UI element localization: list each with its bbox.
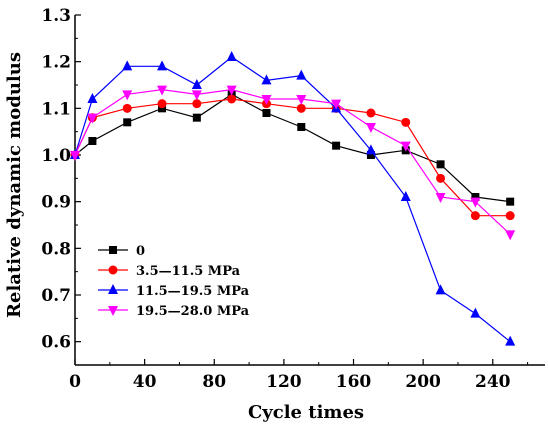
data-point <box>470 307 481 318</box>
data-point <box>505 230 516 241</box>
data-point <box>191 90 202 101</box>
data-point <box>88 137 97 145</box>
legend-label: 19.5—28.0 MPa <box>136 304 250 319</box>
x-tick-label: 160 <box>336 372 372 392</box>
y-tick-label: 1.2 <box>41 53 71 73</box>
data-point <box>365 144 376 155</box>
y-tick-label: 0.8 <box>41 239 71 259</box>
data-point <box>226 51 237 61</box>
data-point <box>192 113 201 122</box>
data-point <box>108 306 118 316</box>
series-group <box>70 51 516 346</box>
data-point <box>87 113 98 124</box>
data-point <box>122 60 133 71</box>
data-point <box>400 191 411 201</box>
data-point <box>191 79 202 89</box>
x-tick-label: 40 <box>133 372 157 392</box>
data-point <box>157 60 168 71</box>
data-point <box>109 246 117 254</box>
x-axis-title: Cycle times <box>248 402 364 423</box>
data-point <box>123 118 132 127</box>
x-tick-label: 200 <box>405 372 441 392</box>
data-point <box>505 211 515 221</box>
y-tick-label: 0.7 <box>41 286 71 306</box>
y-tick-label: 1.1 <box>41 99 71 119</box>
data-point <box>365 123 376 133</box>
data-point <box>261 95 272 105</box>
legend: 0 3.5—11.5 MPa 11.5—19.5 MPa 19.5—28.0 MPa <box>98 244 250 319</box>
data-point <box>401 117 411 127</box>
series-line <box>74 56 511 343</box>
data-point <box>400 141 411 152</box>
data-point <box>470 211 480 221</box>
data-point <box>157 99 167 109</box>
data-point <box>366 108 376 118</box>
x-tick-label: 240 <box>475 372 511 392</box>
legend-item-1: 3.5—11.5 MPa <box>98 264 241 279</box>
data-point <box>366 151 375 159</box>
data-point <box>436 160 445 169</box>
data-point <box>435 193 446 203</box>
legend-item-3: 19.5—28.0 MPa <box>98 304 250 319</box>
data-point <box>226 85 237 96</box>
data-point <box>157 85 168 96</box>
legend-item-0: 0 <box>98 244 145 259</box>
y-tick-label: 0.9 <box>41 193 71 213</box>
data-point <box>262 109 271 117</box>
series-3 <box>70 85 516 241</box>
series-line <box>74 89 511 235</box>
legend-label: 3.5—11.5 MPa <box>136 264 241 279</box>
data-point <box>471 193 480 201</box>
axes: 0 40 80 120 160 200 240 0.6 0.7 0.8 0.9 1.0 1.1 1.2 1.… <box>41 6 545 392</box>
y-tick-label: 1.3 <box>41 6 71 26</box>
data-point <box>70 151 80 161</box>
x-tick-label: 80 <box>202 372 226 392</box>
data-point <box>506 197 515 206</box>
data-point <box>261 74 272 85</box>
data-point <box>332 141 341 150</box>
x-tick-label: 120 <box>266 372 302 392</box>
data-point <box>108 284 118 294</box>
data-point <box>87 93 98 103</box>
data-point <box>296 69 307 80</box>
data-point <box>108 265 118 275</box>
data-point <box>227 94 237 104</box>
data-point <box>331 99 342 110</box>
data-point <box>470 197 481 208</box>
data-point <box>435 284 446 295</box>
data-point <box>296 103 306 113</box>
legend-item-2: 11.5—19.5 MPa <box>98 284 250 299</box>
data-point <box>436 173 446 183</box>
y-tick-label: 0.6 <box>41 333 71 353</box>
data-point <box>192 99 202 109</box>
legend-label: 11.5—19.5 MPa <box>136 284 250 299</box>
data-point <box>158 104 167 113</box>
legend-label: 0 <box>136 244 145 259</box>
series-2 <box>70 51 516 346</box>
data-point <box>296 95 307 105</box>
x-tick-label: 0 <box>69 372 81 392</box>
y-tick-label: 1.0 <box>41 146 71 166</box>
y-axis-title: Relative dynamic modulus <box>4 52 25 318</box>
data-point <box>505 335 516 346</box>
data-point <box>122 90 133 101</box>
series-line <box>74 93 511 203</box>
data-point <box>122 103 132 113</box>
series-line <box>74 98 511 217</box>
data-point <box>297 123 306 131</box>
